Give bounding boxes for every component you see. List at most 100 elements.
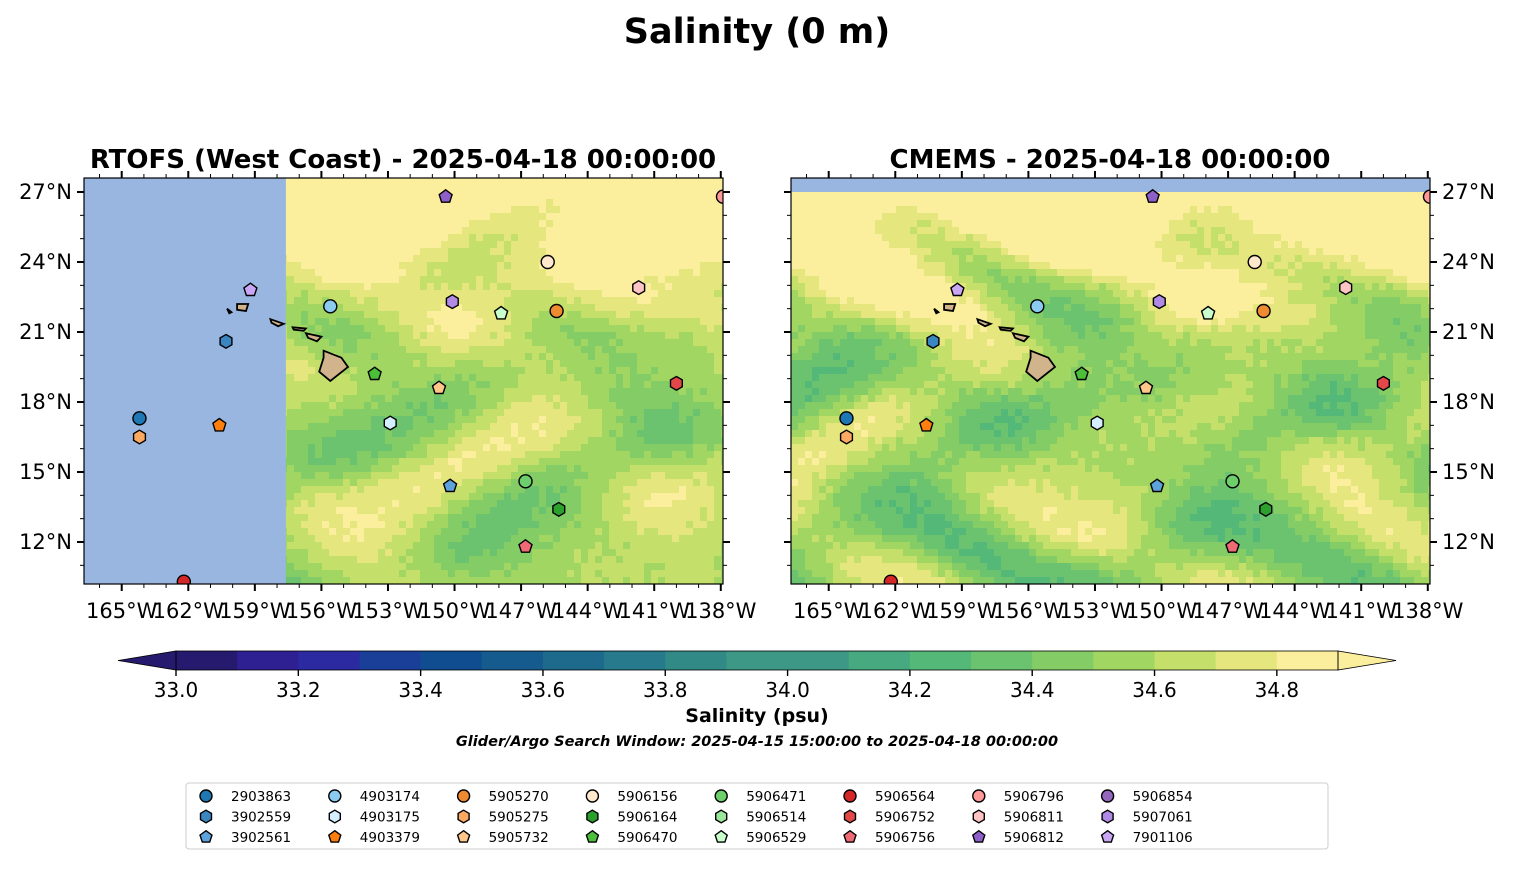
float-marker-5906470	[1074, 366, 1089, 381]
legend-marker-5906811	[972, 809, 985, 824]
x-tick-label: 147°W	[485, 599, 557, 623]
legend-label: 5907061	[1133, 810, 1193, 826]
x-tick-label: 162°W	[860, 599, 932, 623]
legend-marker-5906854	[1100, 789, 1115, 803]
legend-item: 5906756	[843, 829, 935, 846]
legend-label: 5906854	[1133, 789, 1193, 805]
figure-title: Salinity (0 m)	[624, 12, 890, 52]
colorbar-tick-label: 34.2	[888, 678, 933, 702]
legend-item: 5906156	[585, 789, 678, 805]
legend-marker-5906164	[586, 809, 599, 824]
colorbar-segment	[176, 651, 238, 670]
x-tick-label: 156°W	[993, 599, 1065, 623]
legend-marker-5907061	[1101, 809, 1114, 824]
float-marker-3902561	[442, 478, 458, 493]
y-tick-label: 24°N	[1442, 250, 1495, 274]
legend-label: 5906471	[746, 789, 806, 805]
island-hawaii	[318, 349, 350, 383]
legend-item: 4903379	[327, 829, 420, 846]
float-marker-5906564	[176, 574, 192, 584]
float-marker-5906854	[804, 587, 817, 600]
legend-marker-5906156	[585, 789, 600, 803]
colorbar-segment	[359, 651, 422, 670]
legend-label: 5906796	[1004, 789, 1064, 805]
colorbar-segment	[1154, 651, 1217, 670]
colorbar-segment	[971, 651, 1033, 670]
island-kauai	[236, 303, 250, 312]
legend-item: 2903863	[199, 789, 291, 805]
legend-marker-5905270	[456, 789, 471, 803]
legend-item: 5906164	[586, 809, 678, 826]
float-marker-5905275	[132, 429, 147, 445]
legend-label: 4903379	[360, 830, 420, 846]
float-marker-5906811	[1339, 279, 1353, 296]
legend-label: 3902559	[231, 810, 291, 826]
float-marker-5906164	[552, 501, 566, 518]
float-marker-5906471	[1225, 474, 1240, 489]
x-tick-label: 141°W	[619, 599, 691, 623]
float-marker-4903175	[383, 415, 397, 431]
island-maui	[1011, 331, 1031, 343]
island-molokai	[291, 326, 308, 332]
salinity-field	[791, 178, 1430, 584]
legend-marker-7901106	[1100, 829, 1115, 843]
float-marker-3902559	[219, 333, 233, 350]
float-marker-4903379	[212, 417, 227, 432]
y-tick-label: 24°N	[19, 250, 72, 274]
float-markers	[804, 188, 1430, 600]
x-tick-label: 153°W	[1059, 599, 1131, 623]
x-tick-label: 165°W	[86, 599, 158, 623]
x-tick-label: 147°W	[1192, 599, 1264, 623]
legend-label: 5906156	[617, 789, 677, 805]
legend-item: 5905270	[456, 789, 549, 805]
float-marker-5906752	[669, 375, 683, 392]
island-kauai	[943, 303, 957, 312]
legend-box	[185, 782, 1329, 850]
legend-label: 5906752	[875, 810, 935, 826]
colorbar-segment	[665, 651, 728, 670]
legend-label: 5906812	[1004, 830, 1064, 846]
map-frame	[83, 177, 724, 585]
legend-marker-5906514	[715, 809, 728, 824]
legend-item: 7901106	[1100, 829, 1193, 846]
island-niihau	[933, 307, 941, 315]
float-marker-5905732	[1138, 380, 1154, 395]
float-marker-5907061	[1152, 293, 1166, 310]
colorbar-segment	[604, 651, 666, 670]
legend-item: 5906812	[971, 829, 1064, 846]
legend-marker-5906529	[714, 829, 729, 843]
colorbar-segment	[1032, 651, 1094, 670]
legend-label: 5906529	[746, 830, 806, 846]
colorbar-segment	[542, 651, 605, 670]
colorbar-segment	[420, 651, 483, 670]
x-tick-label: 156°W	[286, 599, 358, 623]
legend-label: 5905270	[489, 789, 549, 805]
legend-item: 5905275	[457, 809, 549, 826]
colorbar-tick-label: 34.6	[1132, 678, 1177, 702]
float-marker-2903863	[132, 411, 147, 426]
island-oahu	[269, 317, 287, 328]
float-marker-5906564	[883, 574, 899, 584]
no-data-region	[84, 178, 286, 584]
legend-marker-5906812	[971, 829, 986, 843]
float-marker-5906529	[1200, 305, 1216, 320]
x-tick-label: 144°W	[1259, 599, 1331, 623]
legend-label: 3902561	[231, 830, 291, 846]
salinity-field	[84, 178, 723, 584]
float-marker-5906752	[1376, 375, 1391, 392]
legend-item: 5906529	[714, 829, 806, 846]
legend-marker-2903863	[199, 789, 213, 803]
legend-label: 7901106	[1133, 830, 1193, 846]
legend-item: 5906514	[715, 809, 806, 826]
float-marker-7901106	[243, 282, 258, 297]
float-marker-4903379	[919, 417, 934, 432]
y-tick-label: 12°N	[1442, 530, 1495, 554]
x-tick-label: 138°W	[685, 599, 757, 623]
colorbar-segment	[1215, 651, 1278, 670]
float-marker-5906156	[540, 254, 555, 270]
legend-item: 4903175	[328, 809, 420, 826]
colorbar-tick-label: 33.4	[398, 678, 443, 702]
colorbar-segment	[787, 651, 850, 670]
colorbar-segment	[481, 651, 544, 670]
x-tick-label: 138°W	[1392, 599, 1464, 623]
